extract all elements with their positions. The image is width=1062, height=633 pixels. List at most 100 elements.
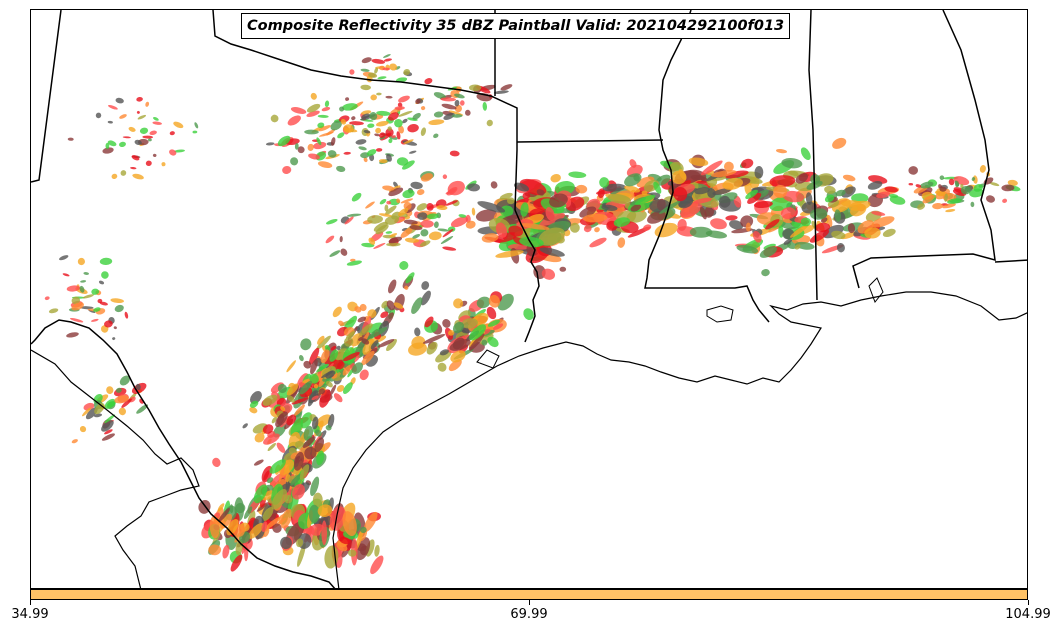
reflectivity-blob — [939, 186, 947, 192]
reflectivity-blob — [388, 279, 397, 294]
reflectivity-blob — [344, 337, 354, 347]
reflectivity-blob — [794, 244, 801, 250]
reflectivity-blob — [426, 203, 434, 211]
reflectivity-blob — [300, 412, 313, 429]
reflectivity-blob — [345, 97, 350, 101]
reflectivity-blob — [989, 182, 1000, 187]
reflectivity-blob — [465, 214, 471, 223]
reflectivity-blob — [409, 225, 423, 231]
reflectivity-blob — [345, 331, 355, 339]
reflectivity-blob — [137, 114, 147, 120]
reflectivity-blob — [332, 306, 342, 318]
reflectivity-blob — [290, 473, 302, 486]
reflectivity-blob — [354, 306, 362, 313]
reflectivity-blob — [101, 433, 115, 441]
reflectivity-blob — [481, 339, 488, 346]
reflectivity-blob — [321, 106, 331, 112]
reflectivity-blob — [800, 217, 812, 227]
reflectivity-blob — [262, 506, 274, 522]
reflectivity-blob — [396, 198, 401, 204]
reflectivity-blob — [647, 210, 666, 224]
reflectivity-blob — [208, 544, 222, 556]
reflectivity-blob — [487, 319, 500, 327]
reflectivity-blob — [262, 394, 278, 406]
reflectivity-blob — [416, 189, 425, 196]
reflectivity-blob — [212, 532, 221, 545]
reflectivity-blob — [355, 139, 367, 145]
reflectivity-blob — [375, 224, 389, 235]
reflectivity-blob — [370, 340, 379, 350]
reflectivity-blob — [303, 425, 314, 441]
reflectivity-blob — [122, 136, 131, 139]
reflectivity-blob — [867, 181, 883, 190]
reflectivity-blob — [290, 107, 307, 114]
reflectivity-blob — [351, 192, 362, 202]
reflectivity-blob — [292, 484, 305, 500]
reflectivity-blob — [282, 165, 292, 175]
reflectivity-blob — [493, 90, 509, 94]
reflectivity-blob — [135, 383, 141, 390]
reflectivity-blob — [388, 236, 403, 244]
reflectivity-blob — [286, 414, 297, 426]
reflectivity-blob — [363, 511, 378, 533]
reflectivity-blob — [169, 149, 177, 156]
reflectivity-blob — [230, 554, 243, 572]
reflectivity-blob — [287, 115, 301, 126]
reflectivity-blob — [417, 212, 428, 220]
reflectivity-blob — [343, 151, 351, 155]
reflectivity-blob — [340, 118, 347, 125]
reflectivity-blob — [115, 97, 124, 104]
reflectivity-blob — [314, 429, 322, 437]
reflectivity-map — [31, 10, 1027, 588]
reflectivity-blob — [486, 119, 493, 127]
reflectivity-blob — [174, 149, 185, 153]
reflectivity-blob — [217, 503, 225, 512]
reflectivity-blob — [229, 504, 234, 514]
reflectivity-blob — [733, 195, 742, 208]
reflectivity-blob — [795, 173, 808, 184]
reflectivity-blob — [775, 148, 788, 154]
reflectivity-blob — [945, 209, 956, 213]
reflectivity-blob — [842, 174, 856, 182]
reflectivity-blob — [360, 84, 371, 91]
reflectivity-blob — [330, 345, 337, 351]
reflectivity-blob — [83, 402, 95, 411]
al-ga-line — [852, 10, 996, 289]
reflectivity-blob — [759, 246, 777, 258]
reflectivity-blob — [420, 220, 434, 228]
reflectivity-blob — [312, 492, 323, 508]
reflectivity-blob — [104, 414, 116, 424]
reflectivity-blob — [382, 67, 391, 71]
reflectivity-blob — [688, 157, 709, 167]
reflectivity-blob — [99, 257, 113, 266]
rio-grande-border — [31, 319, 336, 588]
reflectivity-blob — [385, 95, 393, 99]
reflectivity-blob — [118, 407, 127, 416]
reflectivity-blob — [330, 120, 342, 131]
reflectivity-blob — [754, 166, 764, 179]
reflectivity-blob — [411, 297, 423, 314]
reflectivity-blob — [314, 437, 325, 453]
reflectivity-blob — [403, 201, 412, 210]
reflectivity-blob — [368, 237, 376, 245]
reflectivity-blob — [120, 170, 127, 176]
reflectivity-blob — [320, 349, 330, 364]
reflectivity-blob — [360, 68, 370, 72]
reflectivity-blob — [93, 413, 103, 418]
reflectivity-blob — [370, 555, 384, 575]
reflectivity-blob — [82, 407, 92, 417]
reflectivity-blob — [745, 222, 751, 232]
reflectivity-blob — [868, 175, 888, 184]
reflectivity-blob — [864, 227, 881, 239]
reflectivity-blob — [452, 321, 465, 334]
reflectivity-blob — [132, 173, 144, 180]
reflectivity-blob — [376, 110, 391, 116]
reflectivity-blob — [394, 106, 405, 111]
reflectivity-blob — [192, 130, 198, 134]
reflectivity-blob — [142, 135, 154, 139]
reflectivity-blob — [922, 194, 935, 204]
ar-la-line — [516, 139, 664, 143]
reflectivity-blob — [739, 175, 763, 184]
reflectivity-blob — [269, 459, 286, 474]
reflectivity-blob — [377, 339, 395, 348]
